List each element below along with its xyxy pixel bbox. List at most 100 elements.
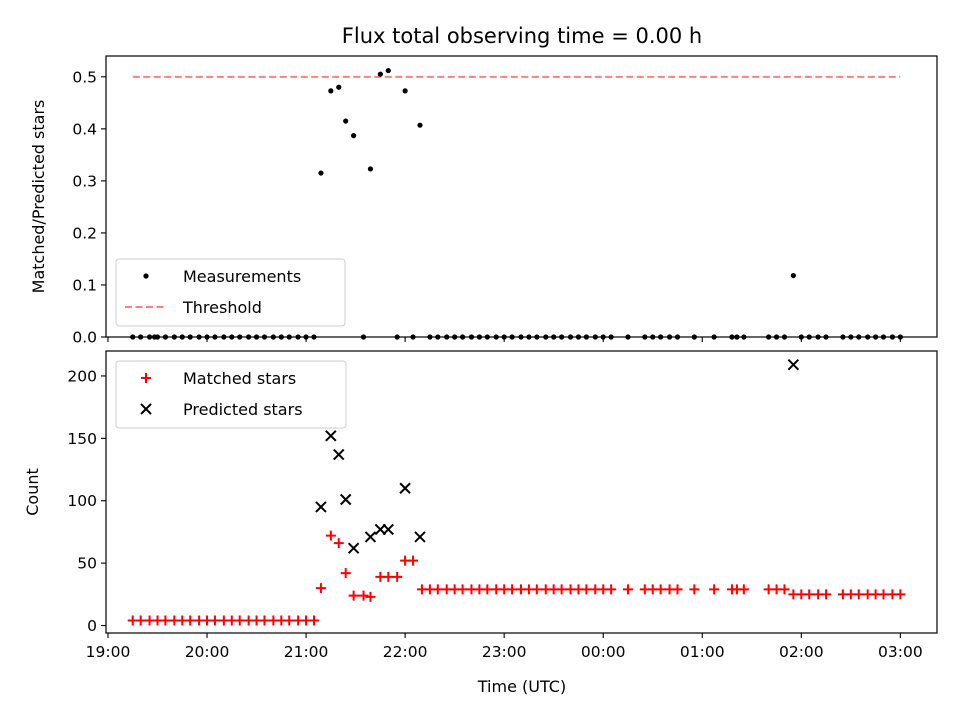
data-point (734, 334, 740, 340)
data-point (848, 334, 854, 340)
data-point (790, 272, 796, 279)
data-point (146, 334, 153, 340)
data-point (507, 584, 518, 595)
data-point (872, 334, 879, 340)
y-axis-label: Count (23, 468, 42, 516)
y-tick-label: 0 (87, 617, 97, 635)
data-point (377, 71, 383, 77)
data-point (185, 615, 196, 626)
data-point (179, 334, 185, 340)
data-point (336, 84, 342, 90)
data-point (204, 334, 210, 340)
data-point (270, 334, 276, 340)
data-point (347, 542, 360, 554)
data-point (385, 67, 391, 74)
data-point (650, 334, 656, 340)
data-point (339, 493, 352, 506)
data-point (351, 133, 357, 139)
data-point (365, 591, 376, 602)
data-point (221, 334, 227, 340)
data-point (229, 334, 235, 340)
data-point (806, 334, 812, 340)
data-point (581, 584, 592, 595)
data-point (606, 584, 617, 595)
data-point (261, 334, 268, 340)
legend-swatch (143, 273, 149, 279)
data-point (348, 590, 359, 601)
data-point (308, 615, 319, 626)
data-point (234, 615, 245, 626)
data-point (318, 170, 324, 176)
data-point (278, 334, 284, 340)
series-matched-stars (127, 530, 906, 626)
data-point (246, 334, 252, 340)
y-tick-label: 0.2 (72, 224, 97, 242)
plot-frame (105, 350, 938, 634)
data-point (435, 334, 441, 340)
data-point (856, 334, 862, 340)
chart-title: Flux total observing time = 0.00 h (342, 24, 702, 48)
data-point (284, 615, 295, 626)
data-point (556, 584, 567, 595)
data-point (534, 334, 540, 340)
data-point (853, 589, 864, 600)
legend-label: Matched stars (183, 369, 296, 388)
data-point (367, 166, 374, 172)
legend-swatch (140, 403, 152, 415)
x-axis-label: Time (UTC) (477, 677, 566, 696)
y-tick-label: 0.3 (72, 172, 97, 190)
data-point (399, 482, 411, 494)
data-point (340, 568, 351, 579)
y-tick-label: 0.5 (72, 68, 97, 86)
data-point (559, 334, 565, 340)
bottom-panel: 0 50 100 150 200 19:00 20:00 21:00 22:00 23:00 00:… (23, 350, 938, 661)
data-point (160, 615, 171, 626)
data-point (392, 571, 403, 582)
x-tick-label: 22:00 (383, 643, 428, 661)
data-point (358, 590, 369, 601)
data-point (212, 334, 218, 340)
data-point (691, 334, 697, 340)
data-point (343, 118, 349, 124)
data-point (897, 334, 903, 340)
x-tick-label: 21:00 (284, 643, 329, 661)
y-tick-label: 0.0 (72, 329, 97, 347)
y-tick-label: 150 (67, 430, 97, 448)
data-point (457, 584, 468, 595)
data-point (658, 334, 664, 340)
data-point (840, 334, 846, 340)
data-point (162, 334, 169, 340)
data-point (360, 334, 367, 340)
data-point (394, 334, 400, 340)
data-point (402, 88, 408, 94)
data-point (427, 334, 433, 340)
data-point (417, 122, 423, 128)
y-axis-label: Matched/Predicted stars (29, 100, 48, 294)
data-point (655, 584, 666, 595)
data-point (311, 334, 317, 340)
data-point (237, 334, 243, 340)
x-tick-label: 00:00 (581, 643, 626, 661)
data-point (672, 584, 683, 595)
data-point (414, 531, 426, 543)
data-point (880, 334, 887, 340)
top-panel: 0.0 0.1 0.2 0.3 0.4 0.5 Matched/Predicted star… (29, 55, 938, 347)
data-point (303, 334, 309, 340)
data-point (518, 334, 524, 340)
data-point (135, 615, 146, 626)
data-point (895, 589, 906, 600)
data-point (333, 448, 345, 461)
legend-swatch (141, 373, 151, 383)
data-point (575, 334, 582, 340)
data-point (444, 334, 450, 340)
data-point (823, 334, 829, 340)
data-point (592, 334, 598, 340)
data-point (567, 334, 574, 340)
data-point (328, 88, 334, 94)
data-point (821, 589, 832, 600)
y-tick-label: 200 (67, 367, 97, 385)
data-point (408, 555, 419, 566)
data-point (259, 615, 270, 626)
data-point (171, 334, 177, 340)
data-point (741, 334, 747, 340)
